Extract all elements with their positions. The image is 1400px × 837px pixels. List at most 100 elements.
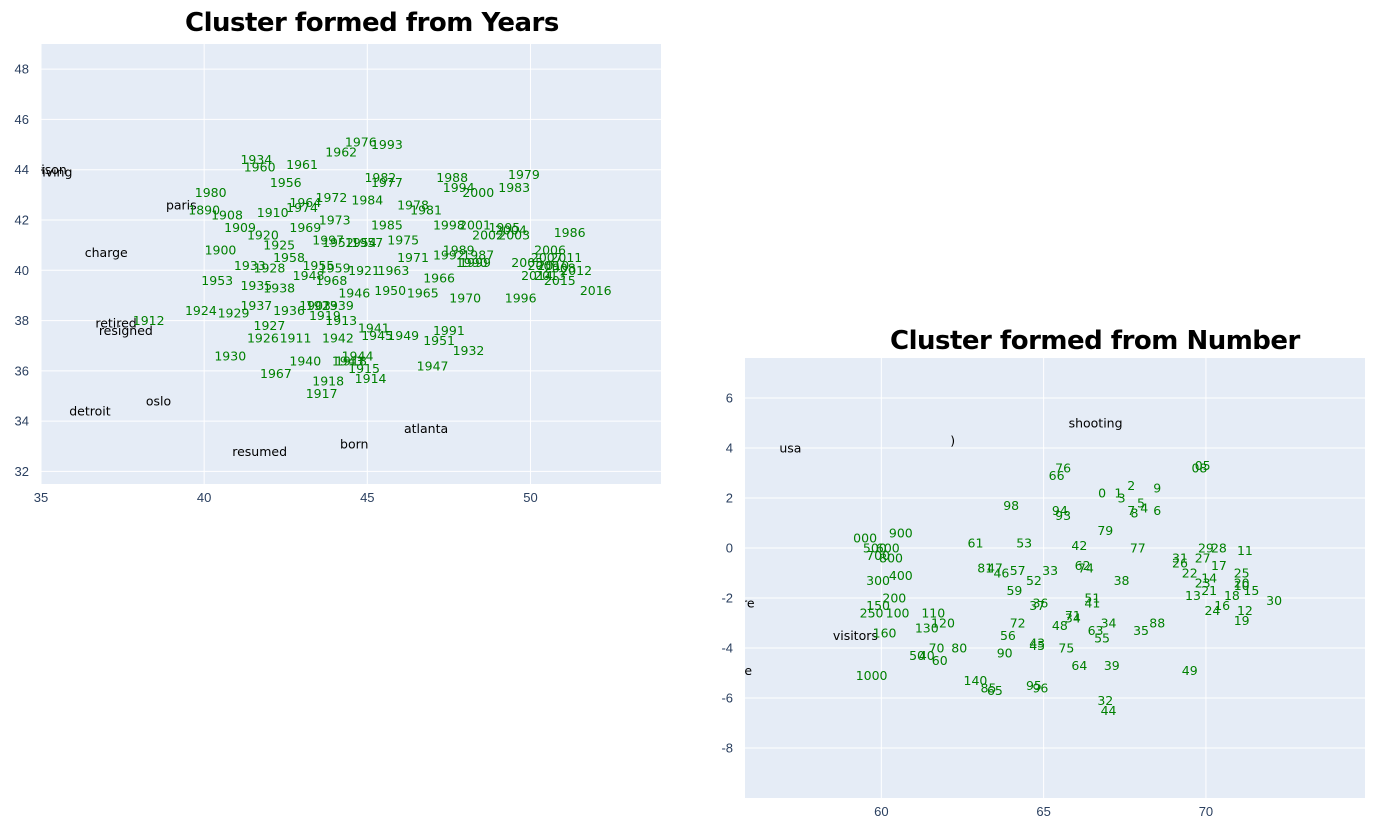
- number-point-label: 3: [1118, 491, 1126, 506]
- number-point-label: 1965: [407, 285, 439, 300]
- number-point-label: 62: [1075, 558, 1091, 573]
- number-point-label: 1937: [240, 298, 272, 313]
- word-point-label: driving: [29, 165, 72, 180]
- number-point-label: 63: [1088, 623, 1104, 638]
- number-point-label: 1964: [289, 195, 321, 210]
- number-point-label: 2009: [528, 258, 560, 273]
- number-point-label: 57: [1010, 563, 1026, 578]
- number-point-label: 28: [1211, 541, 1227, 556]
- number-point-label: 1999: [459, 255, 491, 270]
- number-point-label: 1948: [293, 268, 325, 283]
- number-point-label: 47: [987, 561, 1003, 576]
- number-point-label: 1947: [417, 358, 449, 373]
- number-point-label: 1988: [436, 170, 468, 185]
- number-point-label: 1955: [302, 258, 334, 273]
- number-point-label: 1970: [449, 290, 481, 305]
- number-point-label: 2015: [544, 273, 576, 288]
- number-point-label: 37: [1029, 598, 1045, 613]
- number-point-label: 1945: [361, 328, 393, 343]
- chart-title-number: Cluster formed from Number: [890, 326, 1300, 356]
- number-point-label: 2012: [560, 263, 592, 278]
- word-point-label: oslo: [146, 394, 171, 409]
- number-point-label: 33: [1042, 563, 1058, 578]
- x-tick-label: 35: [34, 490, 48, 505]
- number-point-label: 49: [1182, 663, 1198, 678]
- number-point-label: 1915: [348, 361, 380, 376]
- number-point-label: 200: [882, 591, 906, 606]
- number-point-label: 1910: [257, 205, 289, 220]
- number-point-label: 1933: [234, 258, 266, 273]
- number-point-label: 1913: [325, 313, 357, 328]
- number-point-label: 1969: [289, 220, 321, 235]
- chart-title-years: Cluster formed from Years: [185, 8, 559, 38]
- word-point-label: visitors: [833, 628, 878, 643]
- x-tick-label: 70: [1199, 804, 1213, 819]
- number-point-label: 1957: [351, 235, 383, 250]
- number-point-label: 1952: [322, 235, 354, 250]
- number-point-label: 20: [1234, 576, 1250, 591]
- y-tick-label: 36: [15, 363, 29, 378]
- number-point-label: 80: [951, 641, 967, 656]
- number-point-label: 71: [1065, 608, 1081, 623]
- number-point-label: 5: [1137, 496, 1145, 511]
- number-point-label: 600: [876, 541, 900, 556]
- number-point-label: 59: [1006, 583, 1022, 598]
- number-point-label: 32: [1097, 693, 1113, 708]
- number-point-label: 26: [1172, 556, 1188, 571]
- number-point-label: 1961: [286, 157, 318, 172]
- number-point-label: 1982: [364, 170, 396, 185]
- number-point-label: 1929: [218, 306, 250, 321]
- number-point-label: 1917: [306, 386, 338, 401]
- number-point-label: 2006: [534, 243, 566, 258]
- number-point-label: 1949: [387, 328, 419, 343]
- word-point-label: e: [744, 663, 752, 678]
- number-point-label: 2016: [580, 283, 612, 298]
- number-point-label: 1967: [260, 366, 292, 381]
- number-point-label: 7: [1127, 503, 1135, 518]
- number-point-label: 1941: [358, 321, 390, 336]
- number-point-label: 1942: [322, 331, 354, 346]
- number-point-label: 1983: [498, 180, 530, 195]
- number-point-label: 05: [1195, 458, 1211, 473]
- number-point-label: 1918: [335, 353, 367, 368]
- number-point-label: 1919: [309, 308, 341, 323]
- x-tick-label: 65: [1036, 804, 1050, 819]
- number-point-label: 15: [1243, 583, 1259, 598]
- number-point-label: 1927: [254, 318, 286, 333]
- number-point-label: 44: [1101, 703, 1117, 718]
- y-tick-label: 6: [726, 391, 733, 406]
- number-point-label: 45: [1029, 638, 1045, 653]
- x-tick-label: 50: [523, 490, 537, 505]
- number-point-label: 1900: [205, 243, 237, 258]
- x-tick-label: 40: [197, 490, 211, 505]
- number-point-label: 1918: [312, 373, 344, 388]
- number-point-label: 900: [889, 526, 913, 541]
- number-point-label: 19: [1234, 613, 1250, 628]
- number-point-label: 2002: [472, 228, 504, 243]
- number-point-label: 1963: [378, 263, 410, 278]
- number-point-label: 1987: [462, 248, 494, 263]
- x-tick-label: 60: [874, 804, 888, 819]
- number-point-label: 1940: [289, 353, 321, 368]
- number-point-label: 1932: [453, 343, 485, 358]
- number-point-label: 1925: [263, 238, 295, 253]
- plot-area-number: [745, 358, 1365, 798]
- number-point-label: 60: [932, 653, 948, 668]
- number-point-label: 1998: [433, 218, 465, 233]
- number-point-label: 43: [1029, 636, 1045, 651]
- number-point-label: 1973: [319, 213, 351, 228]
- word-point-label: atlanta: [404, 421, 448, 436]
- number-point-label: 96: [1032, 681, 1048, 696]
- number-point-label: 1921: [348, 263, 380, 278]
- number-point-label: 300: [866, 573, 890, 588]
- number-point-label: 23: [1195, 576, 1211, 591]
- number-point-label: 2007: [531, 250, 563, 265]
- number-point-label: 94: [1052, 503, 1068, 518]
- number-point-label: 1956: [270, 175, 302, 190]
- number-point-label: 27: [1195, 551, 1211, 566]
- y-tick-label: 44: [15, 162, 29, 177]
- number-point-label: 61: [968, 536, 984, 551]
